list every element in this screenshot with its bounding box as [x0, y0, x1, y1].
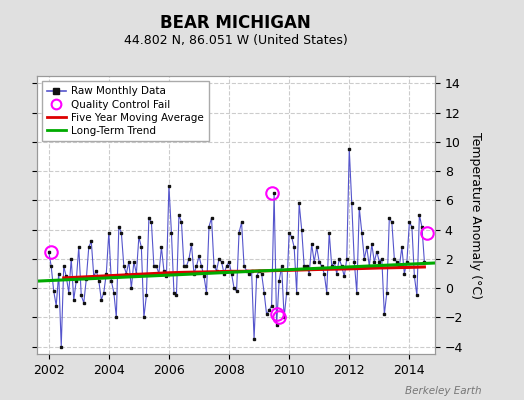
Legend: Raw Monthly Data, Quality Control Fail, Five Year Moving Average, Long-Term Tren: Raw Monthly Data, Quality Control Fail, … [42, 81, 209, 141]
Text: 44.802 N, 86.051 W (United States): 44.802 N, 86.051 W (United States) [124, 34, 348, 47]
Y-axis label: Temperature Anomaly (°C): Temperature Anomaly (°C) [470, 132, 483, 298]
Text: Berkeley Earth: Berkeley Earth [406, 386, 482, 396]
Text: BEAR MICHIGAN: BEAR MICHIGAN [160, 14, 311, 32]
